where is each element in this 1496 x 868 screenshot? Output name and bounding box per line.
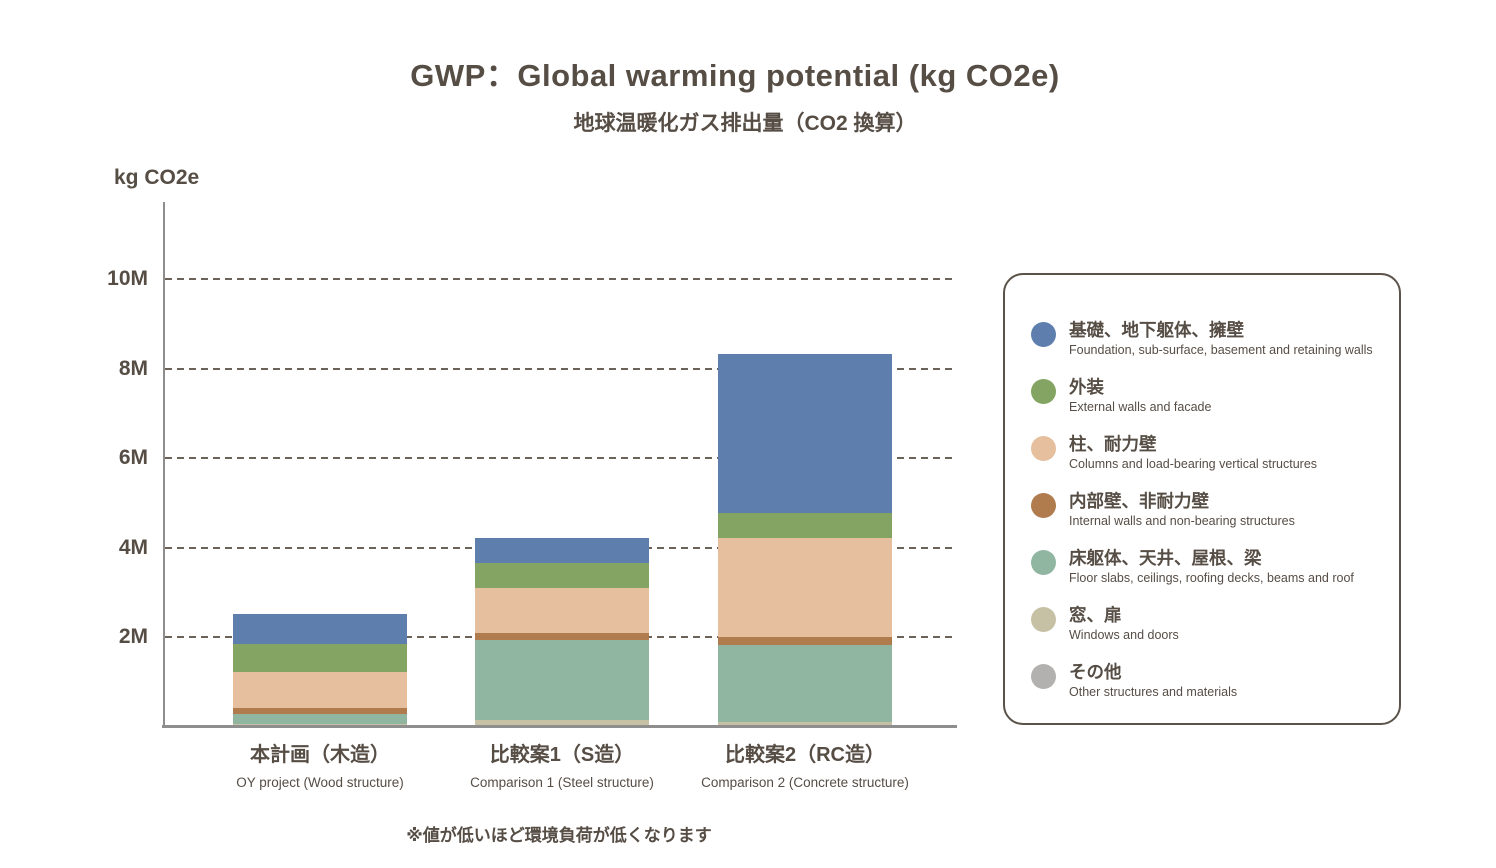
legend-item: 柱、耐力壁 Columns and load-bearing vertical s… [1031,433,1381,473]
legend-item-texts: 内部壁、非耐力壁 Internal walls and non-bearing s… [1069,490,1295,530]
legend-label-en: Internal walls and non-bearing structure… [1069,514,1295,528]
legend-label-jp: 内部壁、非耐力壁 [1069,491,1209,511]
category-label-jp: 比較案2（RC造） [724,744,885,766]
legend-item: 床躯体、天井、屋根、梁 Floor slabs, ceilings, roofin… [1031,547,1381,587]
bar-segment [475,562,649,588]
category-label-en: Comparison 1 (Steel structure) [470,775,654,790]
legend-label-en: Floor slabs, ceilings, roofing decks, be… [1069,571,1354,585]
gridline-6M [165,457,955,460]
x-axis-line [162,725,957,728]
legend-items: 基礎、地下躯体、擁壁 Foundation, sub-surface, basem… [1031,319,1381,701]
chart-title: GWP：Global warming potential (kg CO2e) [410,58,1060,93]
bar-segment [718,537,892,637]
bar-segment [233,708,407,715]
legend-item: 窓、扉 Windows and doors [1031,604,1381,644]
category-label-jp: 本計画（木造） [250,744,390,766]
bar-segment [233,714,407,724]
legend-label-en: Foundation, sub-surface, basement and re… [1069,343,1373,357]
bar-segment [718,636,892,646]
legend-label-jp: 床躯体、天井、屋根、梁 [1069,548,1262,568]
legend-label-en: External walls and facade [1069,400,1212,414]
legend-color-dot [1031,493,1056,518]
bar-segment [233,644,407,673]
y-axis-line [163,202,165,727]
legend-label-jp: 柱、耐力壁 [1069,434,1157,454]
bar-segment [718,645,892,723]
bar-segment [718,722,892,727]
category-label-en: OY project (Wood structure) [236,775,404,790]
legend-label-jp: 窓、扉 [1069,605,1122,625]
legend-label-en: Columns and load-bearing vertical struct… [1069,457,1318,471]
category-label-en: Comparison 2 (Concrete structure) [701,775,909,790]
y-tick-label-10M: 10M [107,267,148,290]
bar-segment [233,672,407,709]
legend: 基礎、地下躯体、擁壁 Foundation, sub-surface, basem… [1003,273,1401,725]
y-tick-label-4M: 4M [118,535,148,559]
bar-segment [475,538,649,563]
legend-item: 外装 External walls and facade [1031,376,1381,416]
stacked-bar-2 [475,538,649,727]
bar-segment [475,639,649,720]
bar-segment [718,353,892,513]
y-tick-label-6M: 6M [118,446,148,470]
legend-item-texts: 基礎、地下躯体、擁壁 Foundation, sub-surface, basem… [1069,319,1373,359]
legend-color-dot [1031,436,1056,461]
legend-item: 内部壁、非耐力壁 Internal walls and non-bearing s… [1031,490,1381,530]
legend-label-en: Windows and doors [1069,628,1179,642]
legend-color-dot [1031,550,1056,575]
y-tick-label-2M: 2M [118,625,148,649]
legend-label-jp: 基礎、地下躯体、擁壁 [1069,320,1244,340]
plot-area [162,202,957,728]
bar-segment [233,614,407,645]
legend-item: 基礎、地下躯体、擁壁 Foundation, sub-surface, basem… [1031,319,1381,359]
y-tick-label-8M: 8M [118,356,148,380]
legend-item-texts: 外装 External walls and facade [1069,376,1211,416]
category-label-jp: 比較案1（S造） [489,744,635,766]
category-label-1: 本計画（木造） OY project (Wood structure) [160,742,480,790]
bar-segment [475,587,649,633]
gridline-8M [165,367,955,370]
bar-segment [718,512,892,538]
chart-subtitle: 地球温暖化ガス排出量（CO2 換算） [573,112,917,135]
legend-label-en: Other structures and materials [1069,685,1238,699]
legend-color-dot [1031,379,1056,404]
category-label-3: 比較案2（RC造） Comparison 2 (Concrete structur… [645,742,965,790]
legend-color-dot [1031,664,1056,689]
legend-item: その他 Other structures and materials [1031,661,1381,701]
bar-segment [475,719,649,727]
stacked-bar-3 [718,353,892,727]
legend-label-jp: その他 [1069,662,1122,682]
legend-label-jp: 外装 [1069,377,1104,397]
bar-segment [475,632,649,640]
legend-item-texts: 柱、耐力壁 Columns and load-bearing vertical s… [1069,433,1317,473]
category-label-2: 比較案1（S造） Comparison 1 (Steel structure) [402,742,722,790]
legend-color-dot [1031,607,1056,632]
footnote: ※値が低いほど環境負荷が低くなります [406,826,712,845]
stacked-bar-1 [233,614,407,727]
legend-item-texts: その他 Other structures and materials [1069,661,1237,701]
gridline-10M [165,278,955,280]
y-axis-unit-label: kg CO2e [114,166,200,189]
legend-item-texts: 床躯体、天井、屋根、梁 Floor slabs, ceilings, roofin… [1069,547,1354,587]
legend-color-dot [1031,322,1056,347]
legend-item-texts: 窓、扉 Windows and doors [1069,604,1179,644]
